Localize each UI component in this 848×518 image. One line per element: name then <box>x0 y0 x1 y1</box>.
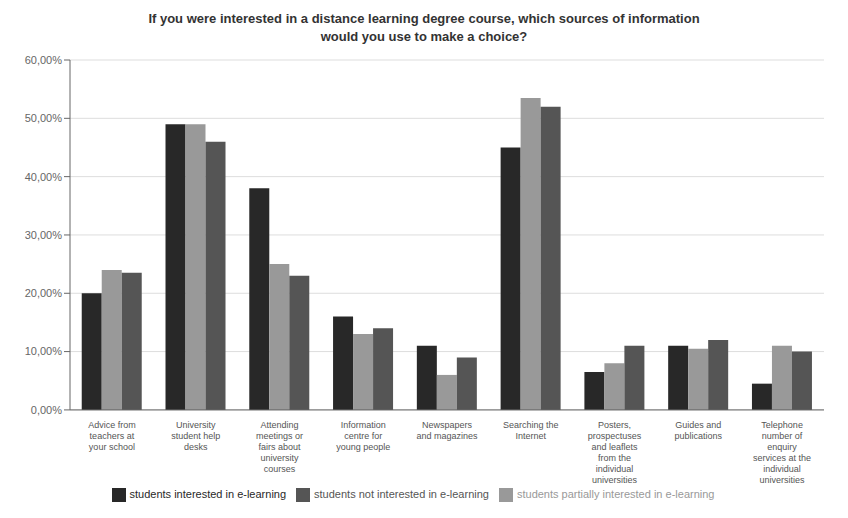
html-text:would you use to make a choice: would you use to make a choice? <box>320 29 528 44</box>
svg-text:10,00%: 10,00% <box>25 345 63 357</box>
svg-text:Universitystudent helpdesks: Universitystudent helpdesks <box>171 420 220 452</box>
svg-text:Advice fromteachers atyour sch: Advice fromteachers atyour school <box>88 420 136 452</box>
html-text:students not interested in e-l: students not interested in e-learning <box>314 487 489 500</box>
svg-text:40,00%: 40,00% <box>25 171 63 183</box>
svg-text:Guides andpublications: Guides andpublications <box>675 420 723 441</box>
html-text:students interested in e-learn: students interested in e-learning <box>129 487 287 500</box>
svg-text:Attendingmeetings orfairs abou: Attendingmeetings orfairs aboutuniversit… <box>256 420 303 474</box>
html-text:If you were interested in a di: If you were interested in a distance lea… <box>148 11 700 26</box>
svg-text:0,00%: 0,00% <box>31 404 62 416</box>
svg-text:Newspapersand magazines: Newspapersand magazines <box>416 420 478 441</box>
svg-text:30,00%: 30,00% <box>25 229 63 241</box>
svg-text:20,00%: 20,00% <box>25 287 63 299</box>
svg-text:Informationcentre foryoung peo: Informationcentre foryoung people <box>336 420 390 452</box>
html-text:students partially interested: students partially interested in e-learn… <box>517 487 715 500</box>
svg-text:50,00%: 50,00% <box>25 112 63 124</box>
svg-text:60,00%: 60,00% <box>25 54 63 66</box>
svg-text:Searching theInternet: Searching theInternet <box>503 420 559 441</box>
svg-text:Telephonenumber ofenquiryservi: Telephonenumber ofenquiryservices at the… <box>753 420 811 485</box>
svg-text:Posters,prospectusesand leafle: Posters,prospectusesand leafletsfrom the… <box>588 420 642 485</box>
